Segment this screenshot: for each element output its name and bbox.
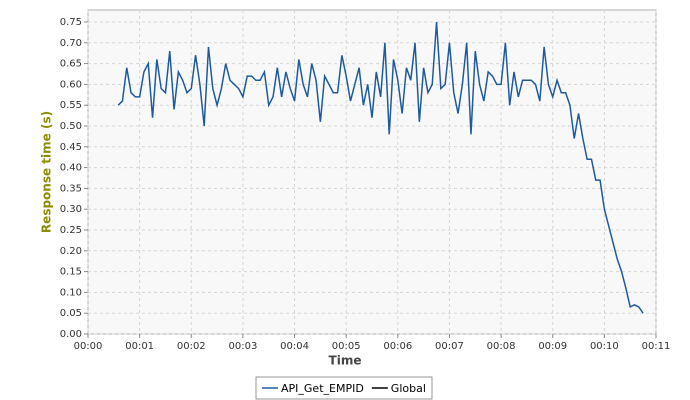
x-tick-label: 00:06 <box>383 341 412 352</box>
y-tick-label: 0.10 <box>60 287 82 298</box>
y-tick-label: 0.70 <box>60 38 82 49</box>
x-tick-label: 00:07 <box>435 341 464 352</box>
x-tick-label: 00:00 <box>74 341 103 352</box>
y-tick-label: 0.30 <box>60 204 82 215</box>
x-tick-label: 00:01 <box>125 341 154 352</box>
x-tick-label: 00:03 <box>228 341 257 352</box>
x-tick-label: 00:09 <box>538 341 567 352</box>
y-tick-label: 0.00 <box>60 329 82 340</box>
x-tick-label: 00:05 <box>332 341 361 352</box>
y-tick-label: 0.65 <box>60 59 82 70</box>
y-tick-label: 0.35 <box>60 183 82 194</box>
x-tick-label: 00:08 <box>487 341 516 352</box>
y-tick-label: 0.45 <box>60 142 82 153</box>
legend <box>255 376 433 400</box>
y-tick-label: 0.55 <box>60 100 82 111</box>
y-tick-label: 0.15 <box>60 267 82 278</box>
legend-label: API_Get_EMPID <box>281 382 364 395</box>
series-line <box>117 21 644 314</box>
x-tick-label: 00:02 <box>177 341 206 352</box>
y-tick-label: 0.05 <box>60 308 82 319</box>
x-axis-label: Time <box>329 354 362 368</box>
y-tick-label: 0.60 <box>60 79 82 90</box>
legend-label: Global <box>391 382 426 395</box>
y-tick-label: 0.75 <box>60 17 82 28</box>
x-tick-label: 00:11 <box>642 341 671 352</box>
x-tick-label: 00:10 <box>590 341 619 352</box>
x-tick-label: 00:04 <box>280 341 309 352</box>
y-tick-label: 0.20 <box>60 246 82 257</box>
y-tick-label: 0.25 <box>60 225 82 236</box>
y-tick-label: 0.40 <box>60 163 82 174</box>
plot-area <box>87 9 657 335</box>
y-tick-label: 0.50 <box>60 121 82 132</box>
y-axis-label: Response time (s) <box>40 111 54 233</box>
